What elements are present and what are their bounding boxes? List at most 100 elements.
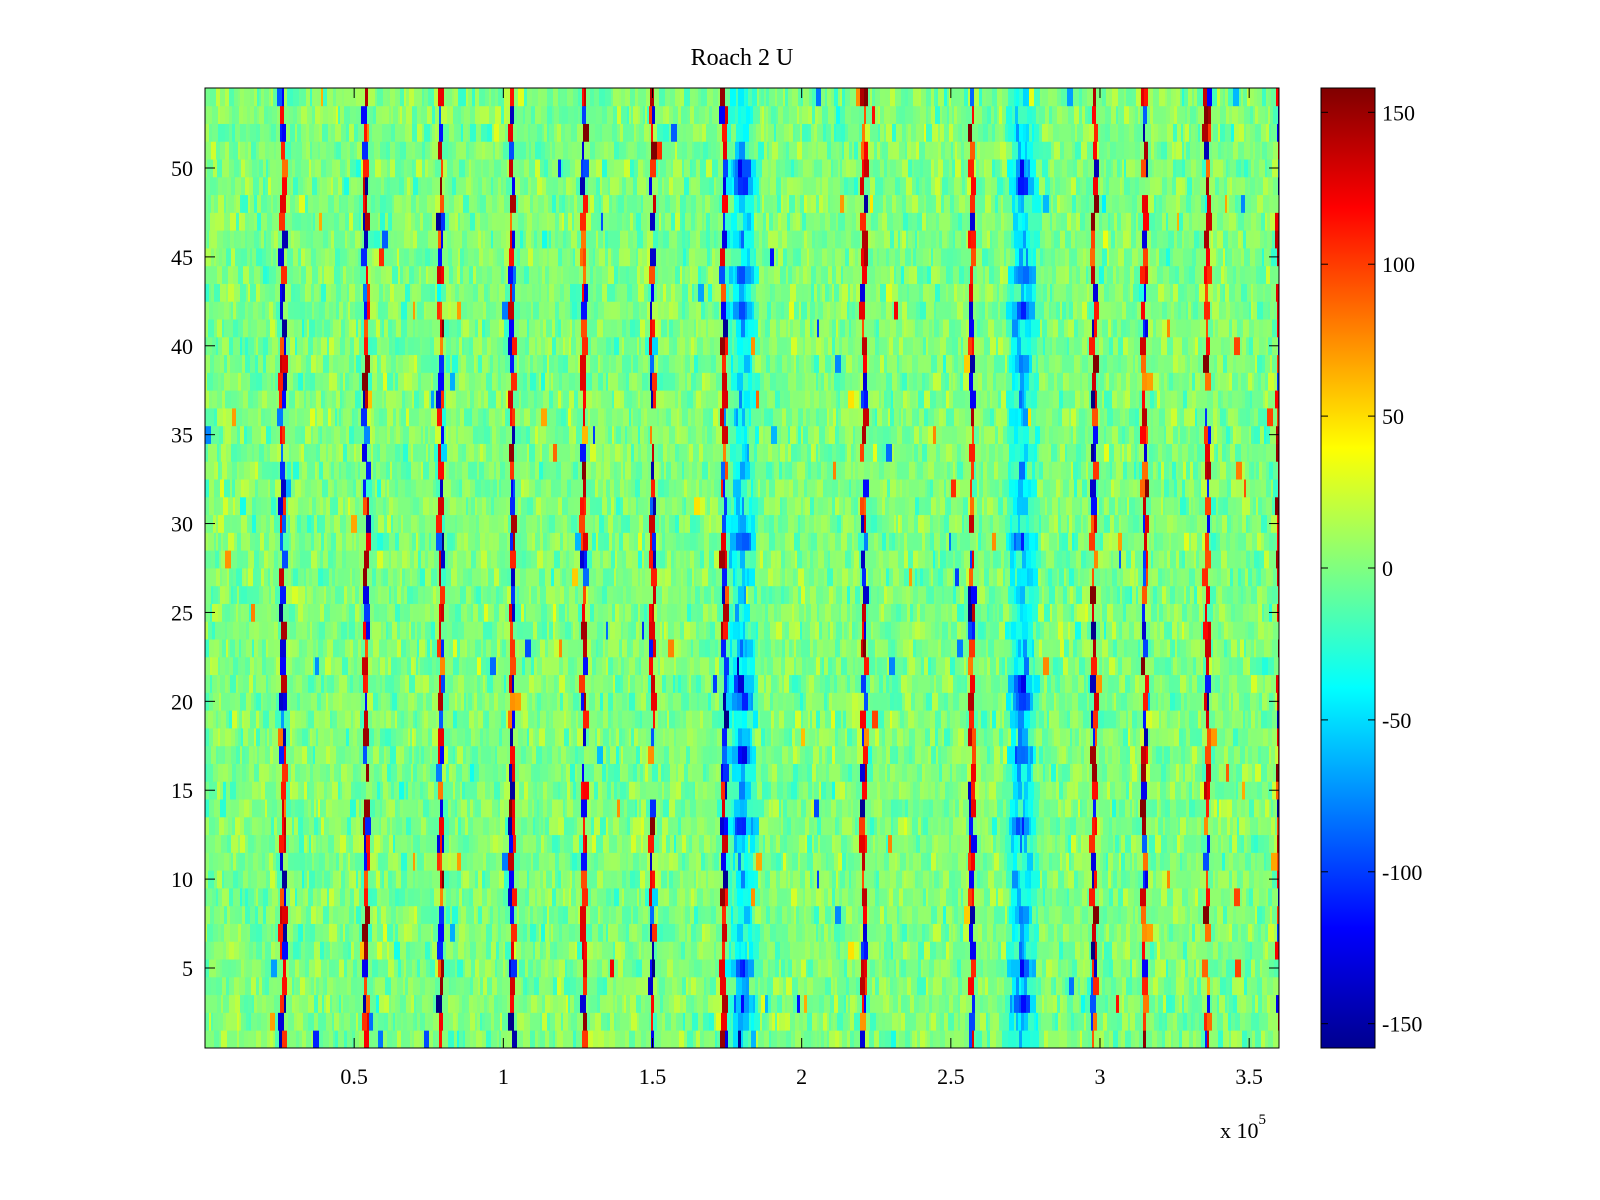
heatmap-cell: [418, 870, 425, 889]
heatmap-cell: [561, 976, 565, 996]
heatmap-cell: [539, 852, 545, 871]
heatmap-cell: [340, 781, 343, 800]
heatmap-cell: [290, 1030, 297, 1049]
heatmap-cell: [815, 728, 818, 747]
heatmap-cell: [1026, 941, 1032, 960]
heatmap-cell: [347, 976, 352, 996]
heatmap-cell: [855, 959, 862, 978]
heatmap-cell: [1082, 888, 1088, 907]
heatmap-cell: [1174, 728, 1180, 747]
heatmap-cell: [227, 888, 230, 907]
heatmap-cell: [781, 1012, 786, 1031]
heatmap-cell: [1261, 763, 1268, 782]
heatmap-cell: [306, 905, 312, 924]
heatmap-cell: [288, 941, 291, 960]
heatmap-cell: [1093, 1012, 1098, 1031]
heatmap-cell: [398, 994, 401, 1013]
heatmap-cell: [898, 816, 905, 836]
heatmap-cell: [416, 728, 419, 747]
heatmap-cell: [994, 799, 998, 818]
heatmap-cell: [318, 799, 321, 818]
heatmap-cell: [708, 870, 715, 889]
heatmap-cell: [1150, 728, 1157, 747]
heatmap-cell: [926, 1012, 930, 1031]
heatmap-cell: [564, 834, 568, 853]
heatmap-cell: [625, 816, 628, 836]
heatmap-cell: [669, 799, 676, 818]
heatmap-cell: [1011, 959, 1017, 978]
heatmap-cell: [433, 1012, 438, 1031]
heatmap-cell: [475, 870, 479, 889]
heatmap-cell: [1140, 994, 1144, 1013]
heatmap-cell: [571, 1012, 578, 1031]
heatmap-cell: [635, 870, 641, 889]
heatmap-cell: [835, 976, 838, 996]
heatmap-cell: [842, 852, 847, 871]
heatmap-cell: [256, 728, 261, 747]
heatmap-cell: [1090, 728, 1094, 747]
heatmap-cell: [322, 870, 325, 889]
heatmap-cell: [529, 941, 534, 960]
heatmap-cell: [1209, 852, 1215, 871]
heatmap-cell: [988, 816, 993, 836]
heatmap-cell: [923, 816, 929, 836]
heatmap-cell: [984, 728, 988, 747]
heatmap-cell: [898, 799, 903, 818]
heatmap-cell: [549, 923, 552, 942]
heatmap-cell: [611, 852, 618, 871]
heatmap-cell: [316, 834, 319, 853]
heatmap-cell: [686, 994, 692, 1013]
heatmap-cell: [1242, 905, 1246, 924]
heatmap-cell: [1192, 745, 1198, 764]
heatmap-cell: [913, 799, 920, 818]
heatmap-cell: [334, 763, 340, 782]
heatmap-cell: [1224, 888, 1231, 907]
heatmap-cell: [648, 816, 651, 836]
heatmap-cell: [712, 710, 719, 729]
heatmap-cell: [353, 728, 358, 747]
heatmap-cell: [510, 976, 516, 996]
heatmap-cell: [704, 834, 711, 853]
heatmap-cell: [951, 834, 958, 853]
heatmap-cell: [877, 745, 883, 764]
heatmap-cell: [1263, 870, 1268, 889]
heatmap-cell: [577, 763, 583, 782]
heatmap-cell: [231, 834, 234, 853]
heatmap-cell: [713, 763, 717, 782]
heatmap-cell: [1162, 870, 1168, 889]
heatmap-cell: [711, 905, 717, 924]
heatmap-cell: [703, 710, 710, 729]
heatmap-cell: [685, 799, 691, 818]
heatmap-cell: [410, 799, 417, 818]
heatmap-cell: [608, 745, 611, 764]
heatmap-cell: [1085, 959, 1091, 978]
heatmap-cell: [803, 888, 806, 907]
heatmap-cell: [904, 834, 909, 853]
heatmap-cell: [887, 888, 890, 907]
heatmap-cell: [599, 941, 603, 960]
heatmap-cell: [375, 905, 378, 924]
heatmap-cell: [531, 994, 538, 1013]
heatmap-cell: [1039, 941, 1044, 960]
heatmap-cell: [964, 728, 969, 747]
heatmap-cell: [299, 959, 304, 978]
heatmap-cell: [384, 994, 390, 1013]
heatmap-cell: [602, 959, 607, 978]
heatmap-cell: [726, 852, 731, 871]
heatmap-cell: [1002, 994, 1006, 1013]
heatmap-cell: [583, 710, 590, 729]
heatmap-cell: [731, 941, 736, 960]
heatmap-cell: [857, 763, 861, 782]
heatmap-cell: [380, 799, 383, 818]
heatmap-cell: [479, 959, 486, 978]
heatmap-cell: [527, 816, 534, 836]
heatmap-cell: [1061, 799, 1064, 818]
heatmap-cell: [498, 834, 504, 853]
heatmap-cell: [583, 816, 586, 836]
heatmap-cell: [1005, 994, 1011, 1013]
heatmap-cell: [779, 799, 782, 818]
heatmap-cell: [1016, 1030, 1020, 1049]
heatmap-cell: [947, 959, 951, 978]
heatmap-cell: [630, 959, 633, 978]
heatmap-cell: [1053, 941, 1060, 960]
